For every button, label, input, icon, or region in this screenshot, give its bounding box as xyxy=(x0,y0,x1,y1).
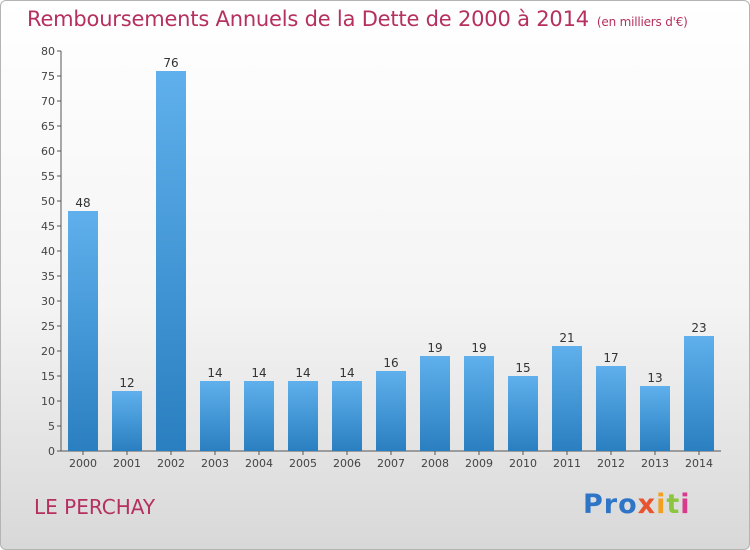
x-tick-label: 2000 xyxy=(69,457,97,470)
value-labels: 48 12 76 14 14 14 14 16 19 19 15 21 17 13 23 xyxy=(75,56,706,390)
y-tick-label: 45 xyxy=(41,220,55,233)
logo-part: i xyxy=(656,489,667,520)
bar-2010 xyxy=(508,376,538,451)
value-label: 16 xyxy=(383,356,398,370)
x-tick-label: 2009 xyxy=(465,457,493,470)
y-tick-label: 55 xyxy=(41,170,55,183)
bar-2007 xyxy=(376,371,406,451)
bar-2012 xyxy=(596,366,626,451)
x-tick-label: 2010 xyxy=(509,457,537,470)
bar-2008 xyxy=(420,356,450,451)
y-axis: 0 5 10 15 20 25 30 35 40 45 50 55 60 65 70 75 80 xyxy=(41,45,62,458)
value-label: 19 xyxy=(471,341,486,355)
value-label: 14 xyxy=(339,366,354,380)
y-tick-label: 75 xyxy=(41,70,55,83)
y-tick-label: 65 xyxy=(41,120,55,133)
x-tick-label: 2012 xyxy=(597,457,625,470)
logo-part: x xyxy=(637,489,657,520)
chart-title: Remboursements Annuels de la Dette de 20… xyxy=(27,7,688,31)
y-tick-label: 35 xyxy=(41,270,55,283)
value-label: 14 xyxy=(295,366,310,380)
x-tick-label: 2005 xyxy=(289,457,317,470)
x-tick-label: 2011 xyxy=(553,457,581,470)
value-label: 14 xyxy=(207,366,222,380)
x-tick-label: 2004 xyxy=(245,457,273,470)
x-tick-label: 2014 xyxy=(685,457,713,470)
bar-2005 xyxy=(288,381,318,451)
bar-2003 xyxy=(200,381,230,451)
y-tick-label: 5 xyxy=(48,420,55,433)
value-label: 13 xyxy=(647,371,662,385)
y-tick-label: 15 xyxy=(41,370,55,383)
x-tick-label: 2008 xyxy=(421,457,449,470)
value-label: 23 xyxy=(691,321,706,335)
chart-title-text: Remboursements Annuels de la Dette de 20… xyxy=(27,7,589,31)
value-label: 14 xyxy=(251,366,266,380)
y-tick-label: 60 xyxy=(41,145,55,158)
x-tick-label: 2002 xyxy=(157,457,185,470)
y-tick-label: 40 xyxy=(41,245,55,258)
logo-part: t xyxy=(666,489,681,520)
x-tick-label: 2006 xyxy=(333,457,361,470)
y-tick-label: 70 xyxy=(41,95,55,108)
bar-2006 xyxy=(332,381,362,451)
value-label: 21 xyxy=(559,331,574,345)
x-axis: 2000 2001 2002 2003 2004 2005 2006 2007 2008 2009… xyxy=(61,450,721,470)
value-label: 48 xyxy=(75,196,90,210)
value-label: 15 xyxy=(515,361,530,375)
value-label: 17 xyxy=(603,351,618,365)
logo-part: i xyxy=(680,489,691,520)
logo-part: Pro xyxy=(583,489,638,520)
bar-2004 xyxy=(244,381,274,451)
y-tick-label: 20 xyxy=(41,345,55,358)
y-tick-label: 50 xyxy=(41,195,55,208)
value-label: 76 xyxy=(163,56,178,70)
y-tick-label: 80 xyxy=(41,45,55,58)
bar-2001 xyxy=(112,391,142,451)
value-label: 19 xyxy=(427,341,442,355)
proxiti-logo: Proxiti xyxy=(583,489,691,520)
bar-2011 xyxy=(552,346,582,451)
bar-2000 xyxy=(68,211,98,451)
location-label: LE PERCHAY xyxy=(34,495,156,519)
x-tick-label: 2001 xyxy=(113,457,141,470)
y-tick-label: 30 xyxy=(41,295,55,308)
y-tick-label: 10 xyxy=(41,395,55,408)
bar-2002 xyxy=(156,71,186,451)
bar-2009 xyxy=(464,356,494,451)
bars xyxy=(68,71,714,451)
y-tick-label: 25 xyxy=(41,320,55,333)
chart-unit: (en milliers d'€) xyxy=(596,15,688,29)
x-tick-label: 2003 xyxy=(201,457,229,470)
x-tick-label: 2007 xyxy=(377,457,405,470)
bar-2013 xyxy=(640,386,670,451)
bar-2014 xyxy=(684,336,714,451)
y-tick-label: 0 xyxy=(48,445,55,458)
value-label: 12 xyxy=(119,376,134,390)
x-tick-label: 2013 xyxy=(641,457,669,470)
